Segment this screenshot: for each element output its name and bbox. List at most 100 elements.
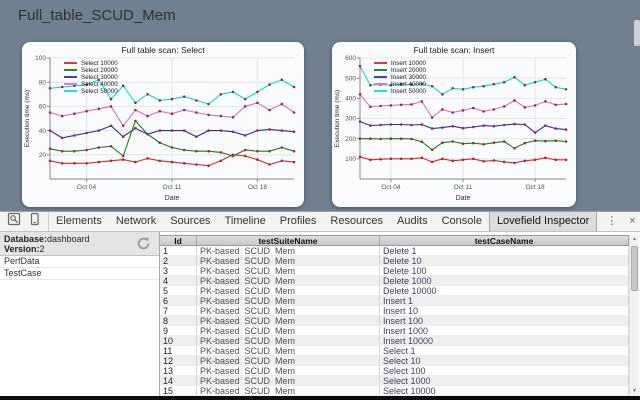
table-cell: 5 bbox=[160, 286, 197, 295]
table-row[interactable]: 15 PK-based_SCUD_Mem Select 10000 bbox=[160, 386, 629, 396]
svg-text:Execution time (ms): Execution time (ms) bbox=[334, 90, 341, 147]
svg-text:40: 40 bbox=[39, 128, 47, 135]
tab-profiles[interactable]: Profiles bbox=[279, 215, 317, 227]
scroll-up-icon[interactable]: ▲ bbox=[632, 236, 637, 242]
svg-text:Date: Date bbox=[456, 195, 471, 202]
table-header-row: Id testSuiteName testCaseName bbox=[160, 235, 629, 246]
svg-text:Oct 11: Oct 11 bbox=[454, 184, 473, 191]
table-row[interactable]: 12 PK-based_SCUD_Mem Select 10 bbox=[160, 356, 629, 366]
table-cell: Insert 1000 bbox=[380, 326, 629, 335]
table-cell: PK-based_SCUD_Mem bbox=[197, 316, 380, 325]
svg-text:Full table scan: Insert: Full table scan: Insert bbox=[414, 45, 495, 55]
table-cell: 15 bbox=[160, 386, 197, 395]
svg-text:Select 10000: Select 10000 bbox=[81, 60, 118, 67]
table-cell: 12 bbox=[160, 356, 197, 365]
table-cell: 8 bbox=[160, 316, 197, 325]
svg-text:20: 20 bbox=[39, 152, 47, 159]
svg-text:400: 400 bbox=[345, 96, 356, 103]
table-row[interactable]: 2 PK-based_SCUD_Mem Delete 10 bbox=[160, 256, 629, 266]
svg-text:Oct 04: Oct 04 bbox=[381, 184, 401, 191]
svg-text:Insert 40000: Insert 40000 bbox=[391, 81, 427, 88]
table-cell: PK-based_SCUD_Mem bbox=[197, 256, 380, 265]
table-list-item-testcase[interactable]: TestCase bbox=[0, 268, 159, 280]
table-cell: PK-based_SCUD_Mem bbox=[197, 276, 380, 285]
table-row[interactable]: 8 PK-based_SCUD_Mem Insert 100 bbox=[160, 316, 629, 326]
table-cell: Insert 10 bbox=[380, 306, 629, 315]
table-row[interactable]: 14 PK-based_SCUD_Mem Select 1000 bbox=[160, 376, 629, 386]
close-devtools-icon[interactable]: × bbox=[629, 215, 636, 227]
svg-text:Select 40000: Select 40000 bbox=[81, 81, 118, 88]
column-header-Id[interactable]: Id bbox=[160, 236, 197, 245]
table-cell: 2 bbox=[160, 256, 197, 265]
toolbar-right-group: ⋮ × bbox=[597, 212, 640, 231]
table-row[interactable]: 4 PK-based_SCUD_Mem Delete 1000 bbox=[160, 276, 629, 286]
table-row[interactable]: 11 PK-based_SCUD_Mem Select 1 bbox=[160, 346, 629, 356]
table-row[interactable]: 5 PK-based_SCUD_Mem Delete 10000 bbox=[160, 286, 629, 296]
svg-text:80: 80 bbox=[39, 79, 47, 86]
table-cell: PK-based_SCUD_Mem bbox=[197, 266, 380, 275]
scroll-down-icon[interactable]: ▼ bbox=[632, 388, 637, 394]
overflow-menu-icon[interactable]: ⋮ bbox=[606, 215, 618, 227]
table-scrollbar[interactable]: ▲ ▼ bbox=[629, 235, 639, 396]
svg-text:Insert 10000: Insert 10000 bbox=[391, 60, 427, 67]
table-cell: PK-based_SCUD_Mem bbox=[197, 246, 380, 255]
table-cell: 3 bbox=[160, 266, 197, 275]
table-cell: Insert 100 bbox=[380, 316, 629, 325]
table-cell: PK-based_SCUD_Mem bbox=[197, 376, 380, 385]
table-cell: 9 bbox=[160, 326, 197, 335]
table-row[interactable]: 10 PK-based_SCUD_Mem Insert 10000 bbox=[160, 336, 629, 346]
table-cell: Select 100 bbox=[380, 366, 629, 375]
tab-console[interactable]: Console bbox=[441, 215, 482, 227]
table-row[interactable]: 1 PK-based_SCUD_Mem Delete 1 bbox=[160, 246, 629, 256]
svg-text:600: 600 bbox=[345, 55, 356, 62]
table-cell: PK-based_SCUD_Mem bbox=[197, 366, 380, 375]
svg-text:Select 30000: Select 30000 bbox=[81, 74, 118, 81]
table-row[interactable]: 3 PK-based_SCUD_Mem Delete 100 bbox=[160, 266, 629, 276]
column-header-testSuiteName[interactable]: testSuiteName bbox=[197, 236, 380, 245]
refresh-icon[interactable] bbox=[136, 236, 151, 251]
database-info-header: Database:dashboard Version:2 bbox=[0, 232, 159, 256]
chart-card-insert: 100 200 300 400 500 600 Oct 04 Oct 11 Oct 18 Inse… bbox=[332, 42, 576, 207]
tab-audits[interactable]: Audits bbox=[397, 215, 428, 227]
table-list-item-perfdata[interactable]: PerfData bbox=[0, 256, 159, 268]
chart-card-select: 20 40 60 80 100 Oct 04 Oct 11 Oct 18 Select 1000… bbox=[22, 42, 304, 207]
svg-text:Insert 50000: Insert 50000 bbox=[391, 88, 427, 95]
tab-lovefield-inspector[interactable]: Lovefield Inspector bbox=[488, 212, 598, 231]
table-cell: PK-based_SCUD_Mem bbox=[197, 286, 380, 295]
table-cell: 13 bbox=[160, 366, 197, 375]
table-list: PerfData TestCase bbox=[0, 256, 159, 280]
table-cell: 10 bbox=[160, 336, 197, 345]
table-cell: 14 bbox=[160, 376, 197, 385]
table-cell: Select 10 bbox=[380, 356, 629, 365]
table-cell: 7 bbox=[160, 306, 197, 315]
tab-network[interactable]: Network bbox=[115, 215, 157, 227]
tab-sources[interactable]: Sources bbox=[170, 215, 211, 227]
svg-text:100: 100 bbox=[345, 156, 356, 163]
table-cell: Delete 10000 bbox=[380, 286, 629, 295]
table-row[interactable]: 6 PK-based_SCUD_Mem Insert 1 bbox=[160, 296, 629, 306]
device-toolbar-icon[interactable] bbox=[28, 212, 41, 231]
svg-text:Select 50000: Select 50000 bbox=[81, 88, 118, 95]
dashboard-background: Full_table_SCUD_Mem 20 40 60 80 100 Oct 04 Oct… bbox=[0, 0, 640, 211]
version-value: 2 bbox=[39, 244, 45, 254]
inspect-element-icon[interactable] bbox=[7, 212, 21, 231]
tab-resources[interactable]: Resources bbox=[330, 215, 383, 227]
table-row[interactable]: 9 PK-based_SCUD_Mem Insert 1000 bbox=[160, 326, 629, 336]
table-cell: PK-based_SCUD_Mem bbox=[197, 346, 380, 355]
table-cell: Select 1000 bbox=[380, 376, 629, 385]
devtools-tab-strip: Elements Network Sources Timeline Profiles Re… bbox=[49, 212, 598, 231]
svg-text:300: 300 bbox=[345, 116, 356, 123]
page-title: Full_table_SCUD_Mem bbox=[18, 7, 176, 24]
table-cell: PK-based_SCUD_Mem bbox=[197, 336, 380, 345]
tab-elements[interactable]: Elements bbox=[56, 215, 102, 227]
column-header-testCaseName[interactable]: testCaseName bbox=[380, 236, 629, 245]
table-row[interactable]: 7 PK-based_SCUD_Mem Insert 10 bbox=[160, 306, 629, 316]
version-label: Version: bbox=[4, 244, 40, 254]
table-scrollbar-thumb[interactable] bbox=[631, 246, 638, 291]
version-line: Version:2 bbox=[4, 244, 155, 254]
tab-timeline[interactable]: Timeline bbox=[224, 215, 266, 227]
svg-text:Insert 30000: Insert 30000 bbox=[391, 74, 427, 81]
page-scrollbar-thumb[interactable] bbox=[634, 20, 640, 46]
table-row[interactable]: 13 PK-based_SCUD_Mem Select 100 bbox=[160, 366, 629, 376]
svg-text:Execution time (ms): Execution time (ms) bbox=[24, 90, 31, 147]
